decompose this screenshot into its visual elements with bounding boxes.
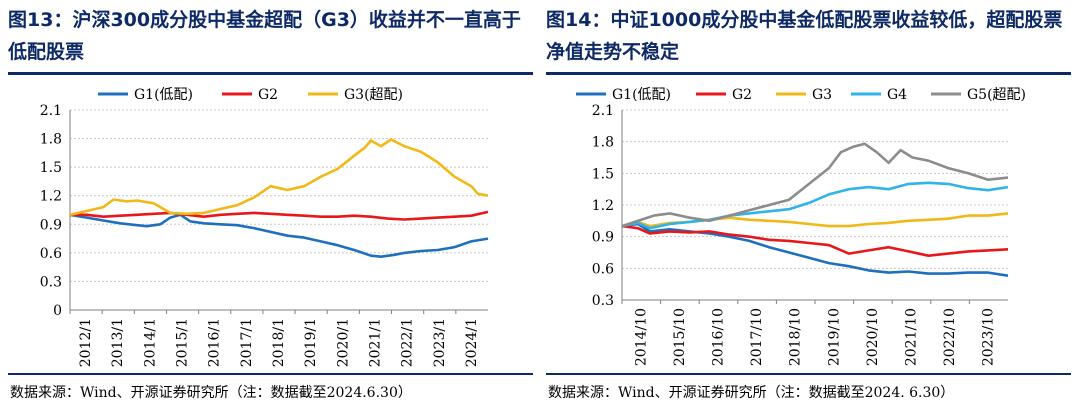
x-tick-label-2: 2014/1 — [142, 318, 158, 367]
x-tick-label-9: 2021/1 — [367, 318, 383, 367]
legend-label-0: G1(低配) — [612, 87, 671, 103]
y-tick-label-4: 1.2 — [40, 189, 62, 205]
y-tick-label-6: 2.1 — [592, 103, 614, 119]
x-tick-label-1: 2015/10 — [672, 308, 688, 366]
x-tick-label-7: 2019/1 — [303, 318, 319, 367]
x-tick-label-5: 2017/1 — [239, 318, 255, 367]
y-tick-label-1: 0.3 — [40, 274, 62, 290]
legend-label-4: G5(超配) — [967, 87, 1026, 103]
y-tick-label-5: 1.8 — [592, 135, 614, 151]
legend-label-1: G2 — [732, 87, 752, 103]
x-tick-label-8: 2020/1 — [335, 318, 351, 367]
figure-13-title: 图13：沪深300成分股中基金超配（G3）收益并不一直高于低配股票 — [8, 9, 521, 63]
figure-14-bottom-rule — [546, 373, 1071, 375]
y-tick-label-0: 0.3 — [592, 293, 614, 309]
figure-14-title: 图14：中证1000成分股中基金低配股票收益较低，超配股票净值走势不稳定 — [546, 9, 1063, 63]
x-tick-label-0: 2012/1 — [78, 318, 94, 367]
x-tick-label-10: 2022/1 — [400, 318, 416, 367]
x-tick-label-4: 2016/1 — [207, 318, 223, 367]
series-line-4 — [621, 142, 1009, 228]
y-tick-label-6: 1.8 — [40, 132, 62, 148]
x-tick-label-12: 2024/1 — [464, 318, 480, 367]
legend-label-2: G3 — [812, 87, 832, 103]
figure-13-top-rule — [8, 72, 533, 75]
y-tick-label-5: 1.5 — [40, 160, 62, 176]
y-tick-label-0: 0 — [53, 303, 62, 319]
figure-13-bottom-rule — [8, 373, 533, 375]
figure-14-chart: G1(低配) G2 G3 G4 G5(超配) 0.3 0.6 0.9 1.2 1.5 1.8 2.1 2… — [576, 87, 1026, 366]
y-tick-label-4: 1.5 — [592, 166, 614, 182]
series-line-0 — [69, 213, 489, 258]
x-tick-label-2: 2016/10 — [711, 308, 727, 366]
figure-13-panel: 图13：沪深300成分股中基金超配（G3）收益并不一直高于低配股票 G1(低配)… — [8, 0, 538, 413]
figure-14-top-rule — [546, 72, 1071, 75]
y-tick-label-3: 0.9 — [40, 217, 62, 233]
figure-13-source: 数据来源：Wind、开源证券研究所（注：数据截至2024.6.30） — [10, 385, 412, 401]
x-tick-label-8: 2022/10 — [942, 308, 958, 366]
y-tick-label-1: 0.6 — [592, 261, 614, 277]
x-tick-label-1: 2013/1 — [110, 318, 126, 367]
figure-14-source: 数据来源：Wind、开源证券研究所（注：数据截至2024. 6.30） — [548, 385, 955, 401]
y-tick-label-2: 0.9 — [592, 230, 614, 246]
x-tick-label-4: 2018/10 — [788, 308, 804, 366]
x-tick-label-11: 2023/1 — [432, 318, 448, 367]
series-line-3 — [621, 181, 1009, 230]
x-tick-label-7: 2021/10 — [904, 308, 920, 366]
legend-label-1: G2 — [258, 87, 278, 103]
series-line-1 — [621, 224, 1009, 257]
x-tick-label-6: 2018/1 — [271, 318, 287, 367]
x-tick-label-6: 2020/10 — [865, 308, 881, 366]
legend-label-2: G3(超配) — [344, 87, 403, 103]
legend-label-0: G1(低配) — [134, 87, 193, 103]
y-tick-label-2: 0.6 — [40, 246, 62, 262]
x-tick-label-0: 2014/10 — [633, 308, 649, 366]
series-line-0 — [621, 222, 1009, 277]
series-line-2 — [69, 138, 489, 217]
x-tick-label-3: 2015/1 — [175, 318, 191, 367]
figure-13-chart: G1(低配) G2 G3(超配) 0 0.3 0.6 0.9 1.2 1.5 1.8 2.1 2012… — [40, 87, 489, 367]
x-tick-label-5: 2019/10 — [826, 308, 842, 366]
x-tick-label-9: 2023/10 — [981, 308, 997, 366]
y-tick-label-3: 1.2 — [592, 198, 614, 214]
series-line-1 — [70, 210, 489, 221]
legend-label-3: G4 — [887, 87, 907, 103]
x-tick-label-3: 2017/10 — [749, 308, 765, 366]
y-tick-label-7: 2.1 — [40, 103, 62, 119]
figure-14-panel: 图14：中证1000成分股中基金低配股票收益较低，超配股票净值走势不稳定 G1(… — [546, 0, 1076, 413]
